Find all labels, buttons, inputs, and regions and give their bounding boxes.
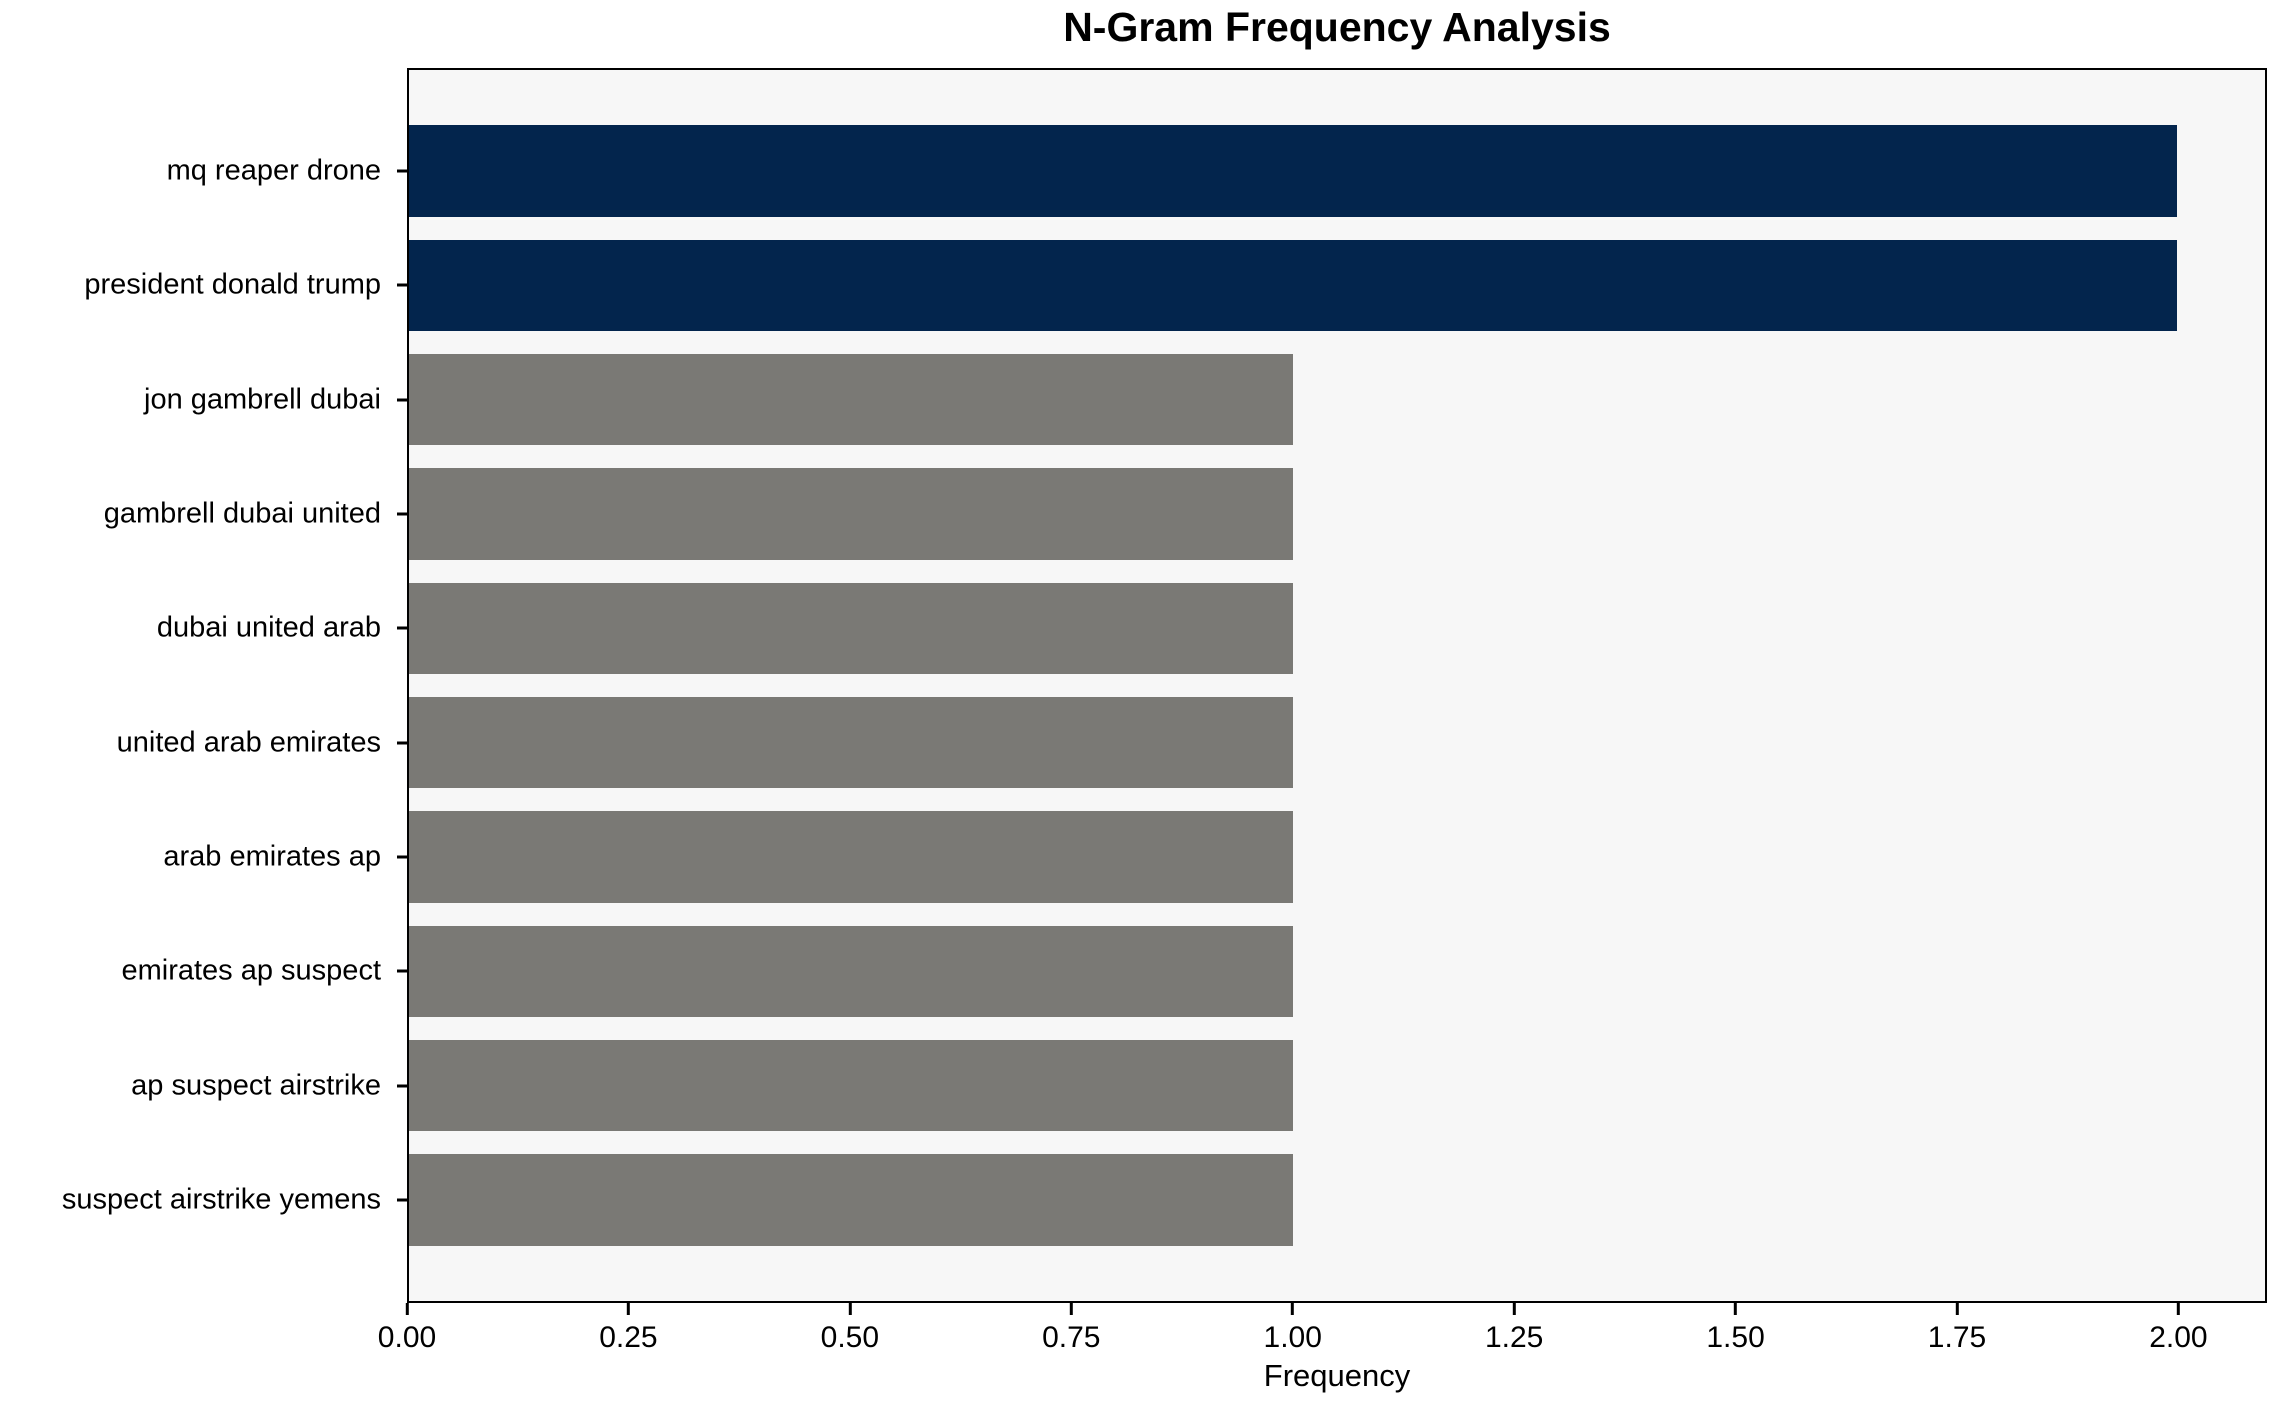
x-tick: 0.75 [1042, 1303, 1100, 1355]
x-tick-label: 0.50 [820, 1321, 880, 1354]
y-tick-mark [397, 169, 407, 173]
x-tick-mark [848, 1303, 852, 1315]
category-label: dubai united arab [156, 611, 381, 644]
bar [409, 354, 1293, 446]
x-tick: 1.25 [1485, 1303, 1543, 1355]
category-label: ap suspect airstrike [131, 1069, 381, 1102]
x-tick: 1.75 [1928, 1303, 1986, 1355]
x-tick: 0.00 [378, 1303, 436, 1355]
x-tick-label: 1.25 [1484, 1321, 1544, 1354]
bars-container: mq reaper drone president donald trump jon… [62, 70, 2265, 1301]
bar-row: suspect airstrike yemens [62, 1143, 2265, 1257]
y-tick-mark [397, 1084, 407, 1088]
bar-row: dubai united arab [157, 571, 2265, 685]
category-label: jon gambrell dubai [144, 383, 381, 416]
y-tick-mark [397, 398, 407, 402]
x-tick: 2.00 [2149, 1303, 2208, 1355]
x-tick-mark [626, 1303, 630, 1315]
x-tick-mark [1069, 1303, 1073, 1315]
x-tick-label: 1.75 [1927, 1321, 1987, 1354]
chart-title: N-Gram Frequency Analysis [1063, 4, 1611, 50]
y-tick-mark [397, 969, 407, 973]
x-tick: 1.00 [1264, 1303, 1322, 1355]
category-label: emirates ap suspect [121, 954, 381, 987]
bar-row: arab emirates ap [163, 800, 2265, 914]
plot-area: mq reaper drone president donald trump jon… [62, 68, 2267, 1303]
x-tick: 0.25 [599, 1303, 658, 1355]
y-tick-mark [397, 1198, 407, 1202]
y-tick-mark [397, 855, 407, 859]
y-tick-mark [397, 626, 407, 630]
bar [409, 468, 1293, 560]
category-label: arab emirates ap [163, 840, 381, 873]
bar [409, 925, 1293, 1017]
bar [409, 125, 2177, 217]
x-tick-label: 0.75 [1042, 1321, 1101, 1354]
bar-row: president donald trump [84, 228, 2265, 342]
x-tick-mark [1291, 1303, 1295, 1315]
category-label: mq reaper drone [166, 154, 381, 187]
bar [409, 811, 1293, 903]
category-label: suspect airstrike yemens [61, 1183, 381, 1216]
x-tick: 1.50 [1706, 1303, 1765, 1355]
x-tick-label: 1.50 [1706, 1321, 1765, 1354]
x-axis-label: Frequency [1263, 1358, 1411, 1393]
x-tick: 0.50 [821, 1303, 879, 1355]
x-tick-mark [1512, 1303, 1516, 1315]
x-tick-label: 0.00 [377, 1321, 437, 1354]
bar [409, 1039, 1293, 1132]
x-tick-mark [2176, 1303, 2180, 1315]
category-label: gambrell dubai united [103, 497, 381, 530]
bar-row: jon gambrell dubai [144, 343, 2265, 457]
category-label: united arab emirates [116, 726, 381, 759]
bar [409, 696, 1293, 789]
x-tick-mark [1734, 1303, 1738, 1315]
x-tick-mark [405, 1303, 409, 1315]
bar-row: united arab emirates [117, 685, 2265, 799]
category-label: president donald trump [84, 268, 381, 301]
x-tick-label: 0.25 [599, 1321, 658, 1354]
bar [409, 1154, 1293, 1246]
x-tick-mark [1955, 1303, 1959, 1315]
y-tick-mark [397, 741, 407, 745]
y-tick-mark [397, 512, 407, 516]
bar-row: emirates ap suspect [121, 914, 2265, 1028]
bar-row: gambrell dubai united [104, 457, 2265, 571]
bar [409, 582, 1293, 675]
x-tick-label: 1.00 [1263, 1321, 1322, 1354]
bar-row: ap suspect airstrike [131, 1028, 2265, 1142]
x-tick-label: 2.00 [2149, 1321, 2208, 1354]
bar [409, 239, 2177, 332]
bar-row: mq reaper drone [167, 114, 2265, 228]
y-tick-mark [397, 283, 407, 287]
